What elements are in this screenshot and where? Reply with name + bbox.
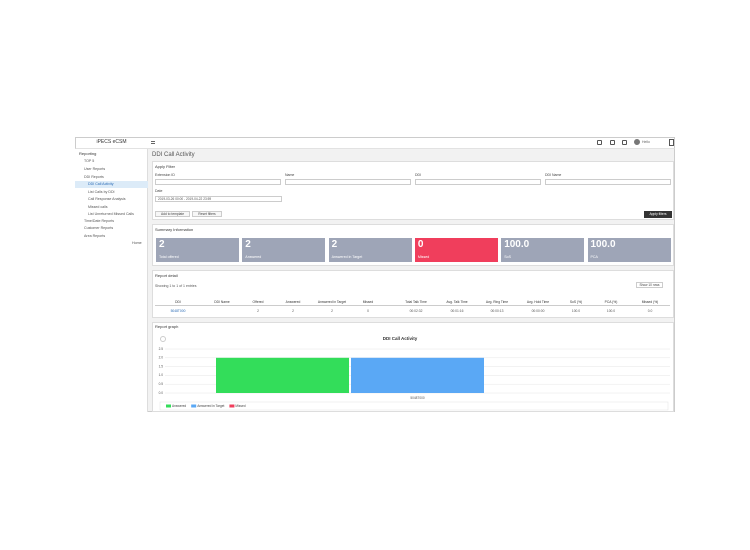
table-cell: 100.0: [606, 309, 616, 313]
column-header[interactable]: SoS (%): [569, 300, 583, 304]
toolbar-icon[interactable]: [597, 140, 602, 145]
table-header-line: [155, 305, 670, 306]
sidebar-item[interactable]: Customer Reports: [84, 226, 114, 230]
summary-card: [587, 238, 671, 262]
sidebar-item[interactable]: List Unreturned Missed Calls: [88, 212, 134, 216]
column-header[interactable]: Answered in Target: [317, 300, 347, 304]
card-value: 2: [331, 239, 338, 250]
column-header[interactable]: Missed (%): [641, 300, 659, 304]
column-header[interactable]: PCA (%): [604, 300, 618, 304]
summary-card: [328, 238, 412, 262]
column-header[interactable]: DDI: [175, 300, 181, 304]
avatar[interactable]: [634, 139, 640, 145]
toolbar-icon[interactable]: [669, 139, 674, 146]
panel-title: Report graph: [155, 324, 179, 329]
summary-panel: [152, 224, 674, 266]
table-cell: 00:00:13: [490, 309, 504, 313]
menu-toggle[interactable]: [151, 141, 155, 144]
panel-title: Report detail: [155, 273, 178, 278]
table-cell: 100.0: [571, 309, 581, 313]
sidebar-section[interactable]: Reporting: [79, 151, 97, 156]
table-cell: 2: [257, 309, 259, 313]
card-label: PCA: [590, 255, 598, 259]
table-cell: 2: [331, 309, 333, 313]
table-cell[interactable]: 5048T000: [170, 309, 186, 313]
panel-title: Summary Information: [155, 227, 194, 232]
card-label: Missed: [417, 255, 430, 259]
column-header[interactable]: Avg. Talk Time: [446, 300, 468, 304]
table-info: Showing 1 to 1 of 1 entries: [155, 284, 197, 288]
home-link[interactable]: Home: [132, 241, 142, 245]
toolbar-icon[interactable]: [622, 140, 627, 145]
card-label: Total offered: [159, 255, 179, 259]
detail-panel: [152, 270, 674, 318]
brand: iPECS eCSM: [96, 139, 127, 145]
table-cell: 00:00:00: [531, 309, 545, 313]
table-cell: 2: [292, 309, 294, 313]
apply-button[interactable]: Apply filters: [644, 211, 672, 218]
filter-button[interactable]: Add to template: [155, 211, 190, 217]
card-value: 100.0: [590, 239, 616, 250]
sidebar-item[interactable]: Time/Date Reports: [84, 219, 115, 223]
column-header[interactable]: Answered: [285, 300, 301, 304]
sidebar-item[interactable]: DDI Reports: [84, 175, 104, 179]
column-header[interactable]: DDI Name: [214, 300, 230, 304]
column-header[interactable]: Total Talk Time: [405, 300, 427, 304]
sidebar-item[interactable]: List Calls by DDI: [88, 190, 115, 194]
panel-title: Apply Filter: [155, 164, 176, 169]
text-input[interactable]: [285, 179, 411, 185]
table-cell: 0.0: [647, 309, 653, 313]
field-label: Extension ID: [155, 173, 175, 177]
chart-menu[interactable]: [160, 336, 166, 342]
table-cell: 0: [367, 309, 369, 313]
column-header[interactable]: Avg. Hold Time: [526, 300, 550, 304]
card-label: Answered in Target: [331, 255, 363, 259]
sidebar-item[interactable]: User Reports: [84, 167, 106, 171]
summary-card: [242, 238, 326, 262]
field-label: DDI: [415, 173, 422, 177]
date-input[interactable]: 2019-03-26 00:00 - 2019-04-22 23:59: [155, 196, 282, 202]
card-label: SoS: [504, 255, 511, 259]
text-input[interactable]: [155, 179, 281, 185]
filter-panel: [152, 161, 674, 220]
sidebar: [75, 149, 148, 412]
column-header[interactable]: Missed: [362, 300, 374, 304]
sidebar-item[interactable]: DDI Call Activity: [88, 182, 114, 186]
card-value: 100.0: [504, 239, 530, 250]
user-name[interactable]: Hello: [642, 140, 650, 144]
table-cell: 00:01:16: [450, 309, 464, 313]
sidebar-item[interactable]: Area Reports: [84, 234, 106, 238]
column-header[interactable]: Offered: [252, 300, 264, 304]
rows-button[interactable]: Show 10 rows: [636, 282, 663, 288]
top-bar: [75, 137, 675, 149]
text-input[interactable]: [415, 179, 541, 185]
summary-card: [156, 238, 239, 262]
filter-button[interactable]: Reset filters: [192, 211, 222, 217]
sidebar-item[interactable]: TOP 5: [84, 159, 95, 163]
card-value: 2: [245, 239, 251, 250]
active-item-bg: [75, 181, 148, 188]
page-title: DDI Call Activity: [152, 152, 195, 158]
column-header[interactable]: Avg. Ring Time: [485, 300, 509, 304]
card-label: Answered: [245, 255, 262, 259]
field-label: Name: [285, 173, 295, 177]
card-value: 0: [417, 239, 424, 250]
card-value: 2: [159, 239, 165, 250]
field-label: DDI Name: [545, 173, 562, 177]
summary-card: [501, 238, 585, 262]
summary-card: [414, 238, 498, 262]
graph-panel: [152, 322, 674, 412]
field-label: Date: [155, 189, 163, 193]
sidebar-item[interactable]: Call Response Analysis: [88, 197, 126, 201]
toolbar-icon[interactable]: [610, 140, 615, 145]
sidebar-item[interactable]: Missed calls: [88, 205, 108, 209]
text-input[interactable]: [545, 179, 671, 185]
table-cell: 00:02:32: [409, 309, 423, 313]
